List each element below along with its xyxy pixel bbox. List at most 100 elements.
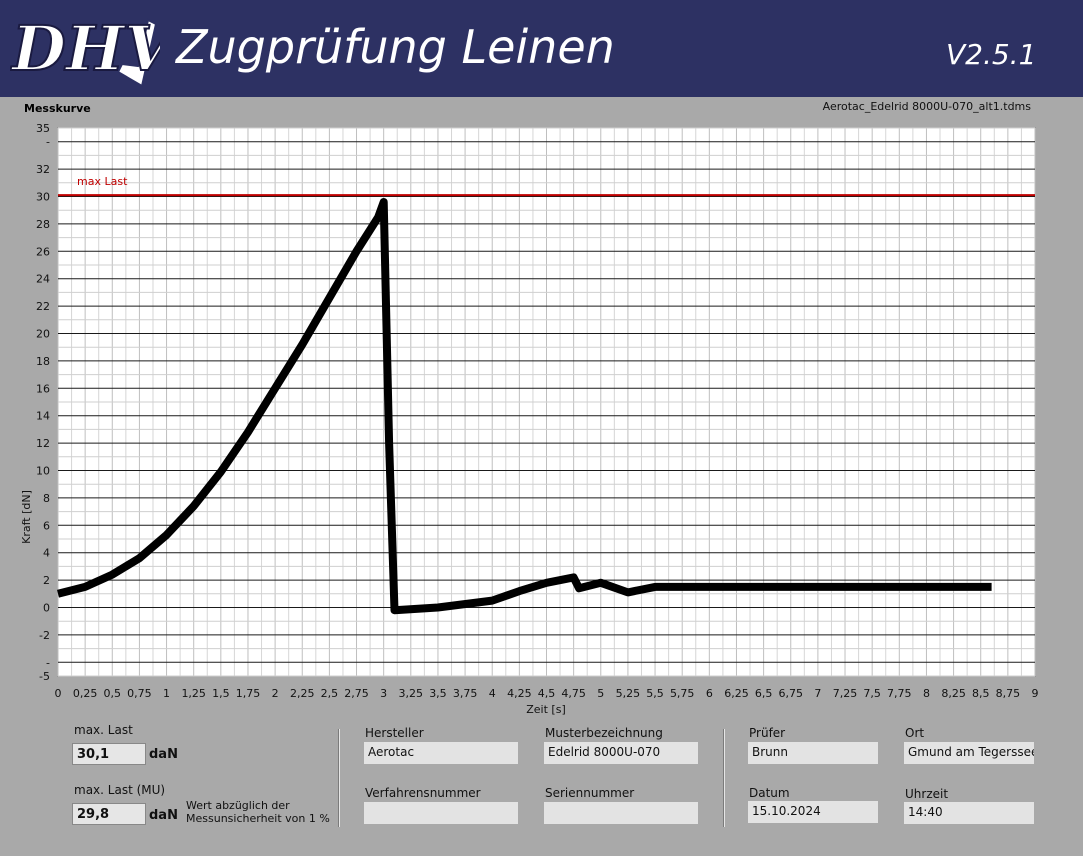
seriennummer-label: Seriennummer	[545, 786, 635, 800]
x-tick-label: 7,25	[833, 687, 858, 700]
x-tick-label: 8,25	[941, 687, 966, 700]
hersteller-field[interactable]: Aerotac	[364, 742, 518, 764]
hersteller-label: Hersteller	[365, 726, 424, 740]
x-tick-label: 4,25	[507, 687, 532, 700]
y-tick-label: 35	[36, 122, 50, 135]
x-tick-label: 2,75	[344, 687, 369, 700]
musterbezeichnung-field[interactable]: Edelrid 8000U-070	[544, 742, 698, 764]
y-tick-label: 10	[36, 465, 50, 478]
version-label: V2.5.1	[946, 38, 1037, 71]
grid	[57, 127, 1036, 677]
y-tick-label: -2	[39, 629, 50, 642]
x-tick-label: 5,75	[670, 687, 695, 700]
x-tick-label: 4,75	[561, 687, 586, 700]
y-tick-label: 22	[36, 300, 50, 313]
pruefer-label: Prüfer	[749, 726, 786, 740]
x-tick-label: 0,75	[127, 687, 152, 700]
ort-field[interactable]: Gmund am Tegerssee	[904, 742, 1034, 764]
uhrzeit-label: Uhrzeit	[905, 787, 949, 801]
y-tick-label: 16	[36, 382, 50, 395]
x-tick-label: 1,75	[236, 687, 261, 700]
dhv-logo: DHV	[10, 11, 160, 88]
y-tick-label: -	[46, 656, 50, 669]
y-tick-label: 28	[36, 218, 50, 231]
series-line	[57, 198, 992, 615]
max-last-label: max. Last	[74, 723, 133, 737]
separator-right	[723, 729, 725, 827]
x-axis-label: Zeit [s]	[526, 703, 565, 716]
x-tick-label: 2	[272, 687, 279, 700]
x-tick-label: 8	[923, 687, 930, 700]
x-tick-label: 3,75	[453, 687, 478, 700]
app-header: DHV Zugprüfung Leinen V2.5.1	[0, 0, 1083, 97]
verfahrensnummer-field[interactable]	[364, 802, 518, 824]
y-tick-label: 8	[43, 492, 50, 505]
seriennummer-field[interactable]	[544, 802, 698, 824]
y-tick-label: -	[46, 136, 50, 149]
y-tick-label: 0	[43, 602, 50, 615]
datum-label: Datum	[749, 786, 790, 800]
x-tick-label: 6,25	[724, 687, 749, 700]
y-tick-label: 24	[36, 273, 50, 286]
y-tick-label: 6	[43, 519, 50, 532]
x-tick-label: 4	[489, 687, 496, 700]
force-time-chart: max Last 0 0,25 0,5 0,75 1 1,25 1,5 1,75 2 2,25 2,…	[20, 122, 1039, 716]
max-last-unit: daN	[149, 747, 178, 762]
uhrzeit-field[interactable]: 14:40	[904, 802, 1034, 824]
x-tick-label: 3,5	[429, 687, 447, 700]
x-tick-label: 8,5	[972, 687, 990, 700]
y-tick-label: 14	[36, 410, 50, 423]
y-axis-label: Kraft [dN]	[20, 490, 33, 544]
y-tick-label: 32	[36, 163, 50, 176]
max-last-mu-label: max. Last (MU)	[74, 783, 166, 797]
uncertainty-note-line2: Messunsicherheit von 1 %	[186, 812, 330, 825]
x-tick-label: 7,75	[887, 687, 912, 700]
app-title: Zugprüfung Leinen	[176, 20, 615, 74]
x-tick-label: 9	[1032, 687, 1039, 700]
y-tick-label: 12	[36, 437, 50, 450]
x-tick-label: 2,25	[290, 687, 315, 700]
x-tick-label: 5	[597, 687, 604, 700]
y-tick-label: 26	[36, 245, 50, 258]
y-tick-label: 4	[43, 547, 50, 560]
x-tick-label: 1	[163, 687, 170, 700]
ort-label: Ort	[905, 726, 925, 740]
x-tick-label: 0,5	[104, 687, 122, 700]
x-tick-label: 6	[706, 687, 713, 700]
y-tick-label: 30	[36, 191, 50, 204]
y-tick-label: 2	[43, 574, 50, 587]
file-name: Aerotac_Edelrid 8000U-070_alt1.tdms	[822, 100, 1031, 113]
x-tick-label: 4,5	[538, 687, 556, 700]
x-tick-label: 3,25	[399, 687, 424, 700]
y-tick-label: 20	[36, 328, 50, 341]
verfahrensnummer-label: Verfahrensnummer	[365, 786, 481, 800]
x-tick-label: 3	[380, 687, 387, 700]
x-tick-label: 1,25	[181, 687, 206, 700]
x-tick-label: 1,5	[212, 687, 230, 700]
uncertainty-note-line1: Wert abzüglich der	[186, 799, 290, 812]
pruefer-field[interactable]: Brunn	[748, 742, 878, 764]
x-tick-label: 5,25	[616, 687, 641, 700]
max-last-value: 30,1	[72, 743, 146, 765]
max-last-line-label: max Last	[77, 175, 128, 188]
logo-text: DHV	[10, 12, 160, 85]
x-tick-label: 5,5	[646, 687, 664, 700]
musterbezeichnung-label: Musterbezeichnung	[545, 726, 663, 740]
max-last-mu-unit: daN	[149, 808, 178, 823]
x-tick-label: 8,75	[996, 687, 1021, 700]
uncertainty-note: Wert abzüglich der Messunsicherheit von …	[186, 799, 330, 825]
x-tick-label: 0	[55, 687, 62, 700]
x-tick-label: 7	[814, 687, 821, 700]
datum-field[interactable]: 15.10.2024	[748, 801, 878, 823]
y-tick-label: 18	[36, 355, 50, 368]
max-last-line: max Last	[58, 175, 1035, 197]
x-tick-label: 7,5	[863, 687, 881, 700]
x-tick-label: 6,5	[755, 687, 773, 700]
y-tick-label: -5	[39, 670, 50, 683]
max-last-mu-value: 29,8	[72, 803, 146, 825]
x-tick-label: 0,25	[73, 687, 98, 700]
x-tick-label: 2,5	[321, 687, 339, 700]
plot-caption: Messkurve	[24, 102, 91, 115]
x-tick-labels: 0 0,25 0,5 0,75 1 1,25 1,5 1,75 2 2,25 2,5 2,75 3 3,2…	[55, 687, 1039, 700]
